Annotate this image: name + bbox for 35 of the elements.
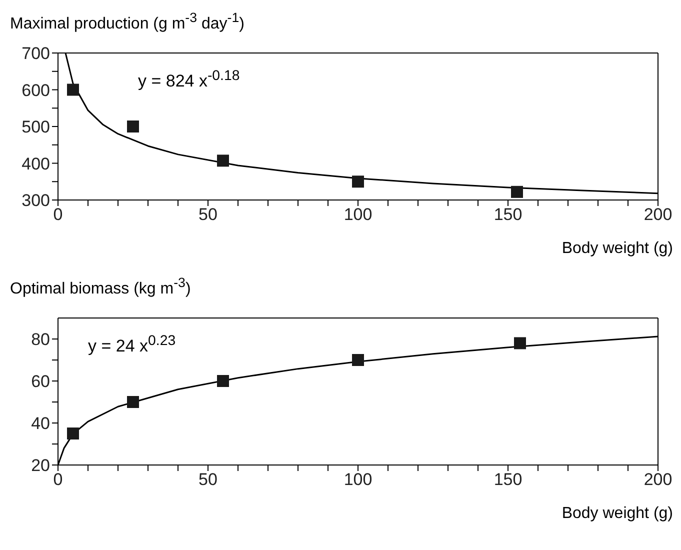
x-axis-title: Body weight (g) <box>562 240 673 258</box>
point <box>514 337 526 350</box>
y-axis-title: Optimal biomass (kg m$^{-3}$) <box>10 275 191 298</box>
point <box>127 396 139 408</box>
y-tick-label: 700 <box>22 44 50 64</box>
y-tick-label: 80 <box>31 330 50 350</box>
y-tick-label: 40 <box>31 414 50 434</box>
annotation: y = 24 x$^{0.23}$ <box>88 333 176 357</box>
x-tick-label: 200 <box>644 470 672 490</box>
point <box>217 375 229 387</box>
y-tick-label: 400 <box>22 154 50 174</box>
y-tick-label: 300 <box>22 191 50 210</box>
y-axis-title: Maximal production (g m$^{-3}$ day$^{-1}$) <box>10 10 244 34</box>
x-tick-label: 0 <box>53 205 63 224</box>
x-tick-label: 100 <box>344 205 372 224</box>
annotation: y = 824 x$^{-0.18}$ <box>138 68 240 92</box>
point <box>67 428 79 440</box>
point <box>352 176 364 188</box>
point <box>511 186 523 198</box>
y-tick-label: 20 <box>31 456 50 476</box>
x-axis-title: Body weight (g) <box>562 505 673 523</box>
point <box>67 84 79 96</box>
point <box>352 354 364 366</box>
y-tick-label: 60 <box>31 372 50 392</box>
point <box>127 120 139 132</box>
x-tick-label: 50 <box>198 205 218 224</box>
x-tick-label: 0 <box>53 470 63 490</box>
y-tick-label: 600 <box>22 80 50 100</box>
x-tick-label: 150 <box>494 470 522 490</box>
point <box>217 154 229 167</box>
y-tick-label: 500 <box>22 118 50 137</box>
x-tick-label: 50 <box>198 470 218 490</box>
x-tick-label: 150 <box>494 205 522 224</box>
x-tick-label: 100 <box>344 470 372 490</box>
x-tick-label: 200 <box>644 205 672 224</box>
